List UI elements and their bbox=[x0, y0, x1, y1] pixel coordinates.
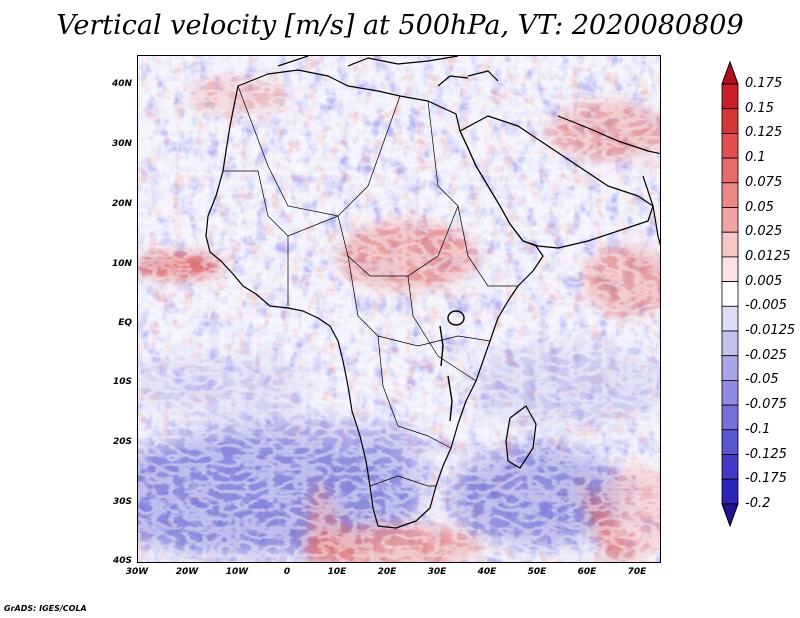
colorbar-label: -0.175 bbox=[745, 471, 787, 487]
lon-label: 20W bbox=[175, 567, 199, 577]
lake-victoria bbox=[447, 310, 465, 326]
colorbar-label: 0.0125 bbox=[745, 248, 791, 264]
white-streaks bbox=[138, 56, 660, 562]
lon-label: 10E bbox=[327, 567, 347, 577]
lon-label: 40E bbox=[477, 567, 497, 577]
arabian-peninsula bbox=[459, 115, 654, 249]
map-panel bbox=[137, 55, 661, 563]
colorbar-label: 0.125 bbox=[745, 125, 783, 141]
colorbar-cell bbox=[721, 404, 739, 431]
lon-label: 30W bbox=[125, 567, 149, 577]
lat-label: 20S bbox=[112, 437, 132, 447]
colorbar-cell bbox=[721, 157, 739, 184]
lon-label: 70E bbox=[627, 567, 647, 577]
lat-label: 40S bbox=[112, 556, 132, 566]
colorbar-bottom-triangle bbox=[721, 503, 739, 528]
lon-label: 0 bbox=[283, 567, 291, 577]
border-mali-niger bbox=[223, 170, 339, 237]
grads-credit: GrADS: IGES/COLA bbox=[4, 604, 87, 613]
great-lakes bbox=[439, 310, 465, 422]
map-svg bbox=[138, 56, 660, 562]
lake-tanganyika bbox=[439, 325, 444, 367]
border-southern-africa bbox=[369, 475, 436, 487]
lat-label: 40N bbox=[111, 79, 132, 89]
lat-label: 10N bbox=[111, 259, 132, 269]
lon-label: 60E bbox=[577, 567, 597, 577]
colorbar-cell bbox=[721, 281, 739, 307]
india-coast bbox=[642, 175, 660, 246]
madagascar bbox=[505, 405, 537, 469]
colorbar-label: -0.0125 bbox=[745, 323, 796, 338]
colorbar-cell bbox=[721, 478, 739, 505]
colorbar-cell bbox=[721, 355, 739, 381]
colorbar-cell bbox=[721, 454, 739, 480]
lake-malawi bbox=[447, 375, 453, 422]
lon-label: 50E bbox=[527, 567, 547, 577]
colorbar-cell bbox=[721, 330, 739, 357]
country-borders bbox=[223, 85, 518, 487]
colorbar-cell bbox=[721, 182, 739, 208]
colorbar-cell bbox=[721, 429, 739, 455]
border-chad-sudan bbox=[337, 205, 459, 277]
lat-label: EQ bbox=[118, 318, 132, 328]
lon-label: 10W bbox=[225, 567, 249, 577]
colorbar-label: -0.005 bbox=[745, 298, 787, 314]
border-ethiopia bbox=[457, 205, 518, 287]
mediterranean-coast bbox=[277, 56, 499, 87]
colorbar-label: 0.15 bbox=[745, 100, 774, 116]
colorbar-cell bbox=[721, 83, 739, 110]
iran-coast bbox=[557, 115, 660, 155]
colorbar-cells bbox=[721, 60, 739, 528]
colorbar-cell bbox=[721, 305, 739, 332]
colorbar-label: -0.125 bbox=[745, 446, 787, 462]
colorbar-cell bbox=[721, 133, 739, 159]
colorbar-cell bbox=[721, 256, 739, 282]
lat-label: 30S bbox=[112, 497, 132, 507]
colorbar-label: 0.025 bbox=[745, 224, 783, 240]
colorbar-label: 0.005 bbox=[745, 273, 783, 289]
colorbar-label: -0.05 bbox=[745, 372, 779, 388]
colorbar-label: 0.075 bbox=[745, 174, 783, 190]
lat-label: 10S bbox=[112, 377, 132, 387]
colorbar-label: 0.05 bbox=[745, 199, 774, 215]
colorbar-label: -0.025 bbox=[745, 347, 787, 363]
border-east-africa bbox=[407, 275, 477, 382]
colorbar-label: 0.1 bbox=[745, 150, 766, 166]
border-congo-zambia bbox=[377, 335, 452, 449]
colorbar-label: -0.2 bbox=[745, 495, 771, 511]
colorbar-label: -0.1 bbox=[745, 421, 771, 437]
border-algeria bbox=[237, 85, 401, 217]
lat-label: 20N bbox=[111, 199, 132, 209]
colorbar-cell bbox=[721, 207, 739, 233]
plot-title: Vertical velocity [m/s] at 500hPa, VT: 2… bbox=[56, 10, 744, 41]
colorbar-label: 0.175 bbox=[745, 76, 783, 91]
colorbar-cell bbox=[721, 379, 739, 406]
lon-label: 20E bbox=[377, 567, 397, 577]
colorbar bbox=[721, 60, 739, 528]
border-egypt-libya bbox=[427, 100, 459, 207]
lat-label: 30N bbox=[111, 139, 132, 149]
lon-label: 30E bbox=[427, 567, 447, 577]
border-central-africa bbox=[347, 255, 491, 347]
colorbar-cell bbox=[721, 231, 739, 258]
colorbar-top-triangle bbox=[721, 60, 739, 85]
colorbar-cell bbox=[721, 108, 739, 134]
colorbar-label: -0.075 bbox=[745, 397, 787, 413]
